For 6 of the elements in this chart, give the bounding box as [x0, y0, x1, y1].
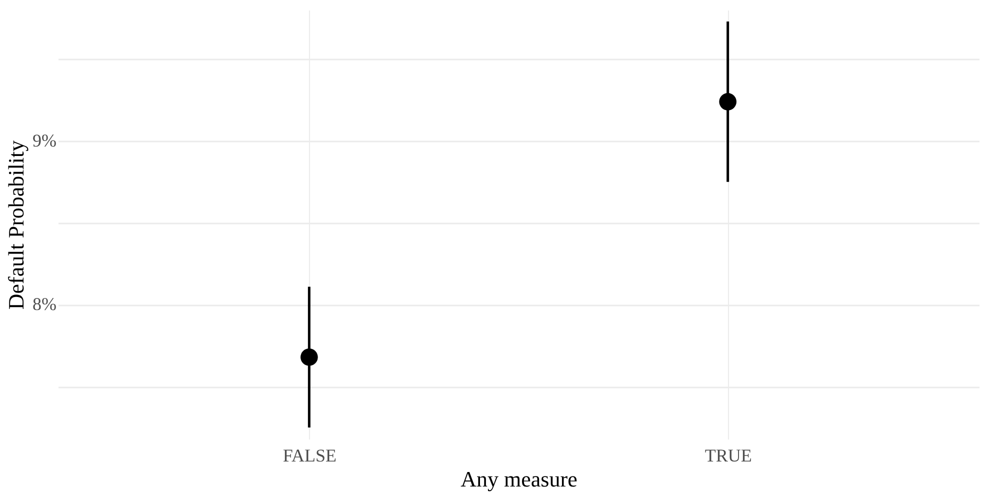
y-tick-label: 8%: [32, 294, 56, 314]
x-tick-label: TRUE: [704, 446, 752, 466]
x-tick-label: FALSE: [282, 446, 337, 466]
y-tick-label: 9%: [32, 130, 56, 150]
x-axis-title: Any measure: [460, 466, 578, 492]
y-axis-title: Default Probability: [4, 140, 29, 310]
